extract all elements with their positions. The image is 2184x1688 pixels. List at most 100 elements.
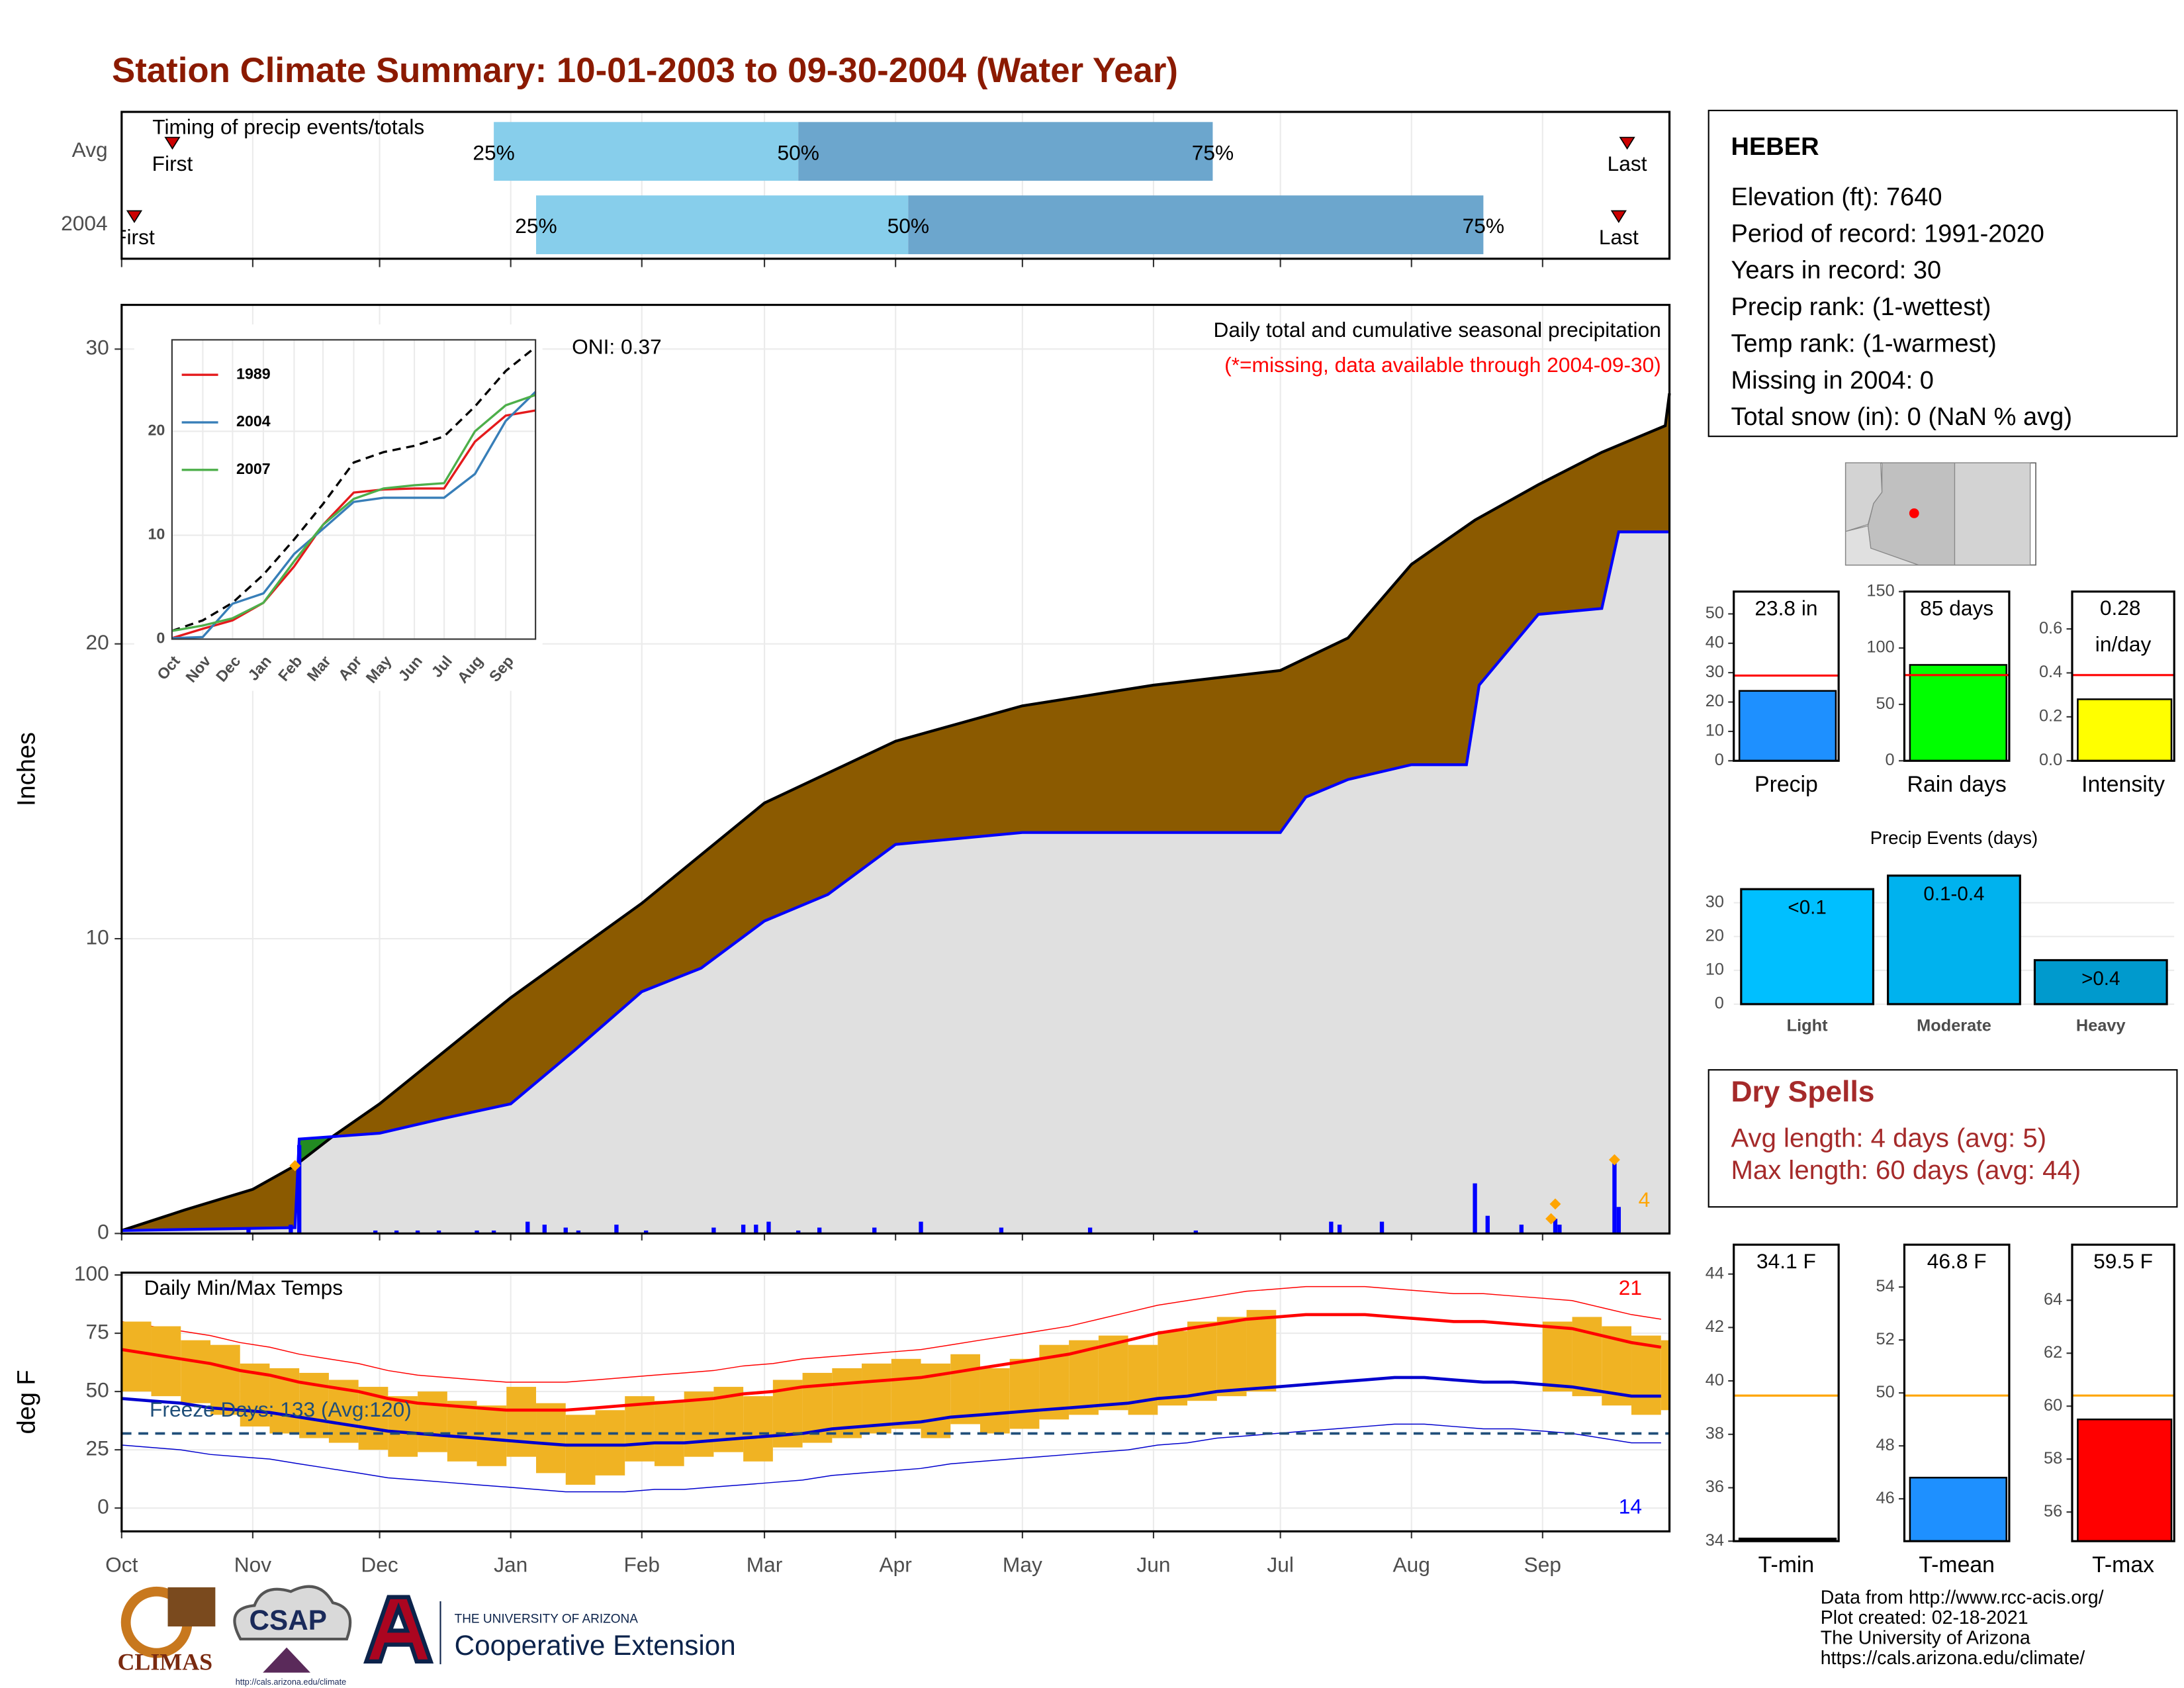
x-tick-label: Jan — [494, 1553, 527, 1577]
daily-bar — [1087, 1227, 1093, 1234]
category-label: Intensity — [2081, 772, 2165, 797]
temp-range-bar — [1542, 1321, 1572, 1392]
category-label: Rain days — [1907, 772, 2007, 797]
category-label: T-max — [2092, 1552, 2154, 1577]
page-title: Station Climate Summary: 10-01-2003 to 0… — [112, 51, 1178, 90]
event-bar — [2033, 959, 2168, 1006]
y-tick-label: 50 — [1876, 694, 1894, 713]
y-tick-label: 25 — [86, 1436, 109, 1460]
y-tick-label: 0 — [97, 1220, 109, 1244]
panel-border — [120, 303, 1671, 1235]
csap-text: CSAP — [250, 1605, 327, 1636]
daily-bar — [542, 1225, 547, 1234]
footer-text: Data from http://www.rcc-acis.org/ — [1821, 1587, 2104, 1608]
oni-annotation: ONI: 0.37 — [572, 334, 662, 358]
y-tick-label: 36 — [1706, 1477, 1724, 1496]
temp-range-bar — [595, 1410, 625, 1476]
temp-range-bar — [477, 1405, 507, 1466]
event-bar — [1887, 874, 2021, 1006]
gauge-background — [1733, 1244, 1839, 1542]
temp-range-bar — [536, 1403, 566, 1474]
daily-bar — [754, 1225, 758, 1234]
gauge-border — [2071, 590, 2175, 762]
daily-bar — [643, 1230, 649, 1234]
record-low-count: 14 — [1619, 1495, 1642, 1519]
y-tick-label: 30 — [1706, 663, 1724, 681]
footer-text: https://cals.arizona.edu/climate/ — [1821, 1648, 2085, 1669]
y-tick-label: 100 — [1866, 638, 1894, 657]
university-text: THE UNIVERSITY OF ARIZONA — [455, 1612, 639, 1626]
gauge-border — [1733, 1243, 1840, 1542]
daily-bar — [436, 1230, 441, 1234]
y-tick-label: 20 — [148, 422, 165, 439]
daily-bar — [525, 1221, 530, 1234]
csap-mountain — [263, 1647, 311, 1673]
timing-bar — [798, 122, 1213, 181]
timing-marker — [1619, 136, 1635, 150]
marker-label: First — [152, 152, 193, 175]
bin-label: <0.1 — [1788, 897, 1826, 919]
y-tick-label: 50 — [1706, 604, 1724, 622]
y-tick-label: 10 — [148, 526, 165, 543]
y-tick-label: 34 — [1706, 1531, 1724, 1550]
station-info: Precip rank: (1-wettest) — [1731, 293, 1991, 321]
daily-bar — [711, 1227, 716, 1234]
x-tick-label: Mar — [747, 1553, 783, 1577]
climas-logo — [167, 1587, 216, 1627]
gauge-bar — [2077, 698, 2173, 762]
panel-title: Daily total and cumulative seasonal prec… — [1213, 318, 1661, 342]
value-label: 23.8 in — [1754, 596, 1817, 620]
temp-range-bar — [862, 1363, 891, 1434]
x-tick-label: Apr — [880, 1553, 913, 1577]
daily-bar — [1519, 1225, 1524, 1234]
daily-bar — [1553, 1219, 1558, 1234]
timing-marker — [164, 136, 181, 150]
row-label: Avg — [72, 138, 108, 162]
category-label: T-mean — [1919, 1552, 1995, 1577]
daily-bar — [1616, 1207, 1621, 1234]
gauge-border — [1903, 590, 2011, 762]
temp-range-bar — [1631, 1335, 1661, 1415]
y-tick-label: 42 — [1706, 1317, 1724, 1336]
temp-range-bar — [210, 1344, 240, 1415]
y-tick-label: 0.6 — [2039, 619, 2062, 637]
normal-max-line — [121, 1313, 1662, 1412]
series-line — [171, 409, 536, 639]
temp-range-bar — [950, 1354, 980, 1425]
y-tick-label: 50 — [1876, 1383, 1894, 1401]
gauge-border — [2071, 1243, 2175, 1542]
average-line — [121, 393, 1671, 1232]
temp-range-bar — [447, 1401, 477, 1462]
temp-range-bar — [1661, 1340, 1670, 1411]
x-tick-label: Aug — [1393, 1553, 1430, 1577]
temp-range-bar — [418, 1391, 447, 1452]
daily-bar — [614, 1225, 619, 1234]
dry-spell-info: Max length: 60 days (avg: 44) — [1731, 1155, 2081, 1185]
y-tick-label: 0 — [156, 630, 165, 647]
y-axis-label: deg F — [13, 1370, 40, 1434]
category-label: Precip — [1754, 772, 1818, 797]
y-tick-label: 10 — [86, 925, 109, 949]
x-tick-label: Sep — [1524, 1553, 1561, 1577]
daily-bar — [289, 1225, 293, 1234]
y-tick-label: 20 — [86, 630, 109, 654]
temp-range-bar — [979, 1368, 1010, 1434]
quantile-label: 75% — [1192, 140, 1234, 164]
inset-border — [171, 339, 537, 640]
csap-cloud — [233, 1585, 352, 1641]
value-label: 85 days — [1920, 596, 1993, 620]
daily-bar — [1485, 1215, 1490, 1234]
marker-label: Last — [1599, 225, 1639, 249]
y-tick-label: 58 — [2044, 1449, 2062, 1468]
panel-subtitle: (*=missing, data available through 2004-… — [1224, 353, 1661, 377]
temp-range-bar — [891, 1358, 921, 1429]
dry-spells-title: Dry Spells — [1731, 1076, 1874, 1108]
series-line — [171, 394, 536, 632]
record-max-line — [121, 1286, 1661, 1383]
legend-label: 1989 — [236, 365, 271, 382]
temp-range-bar — [1216, 1317, 1247, 1397]
x-tick-label: May — [1003, 1553, 1042, 1577]
station-name: HEBER — [1731, 133, 1819, 161]
marker-label: First — [114, 225, 155, 249]
y-tick-label: 0.2 — [2039, 707, 2062, 726]
